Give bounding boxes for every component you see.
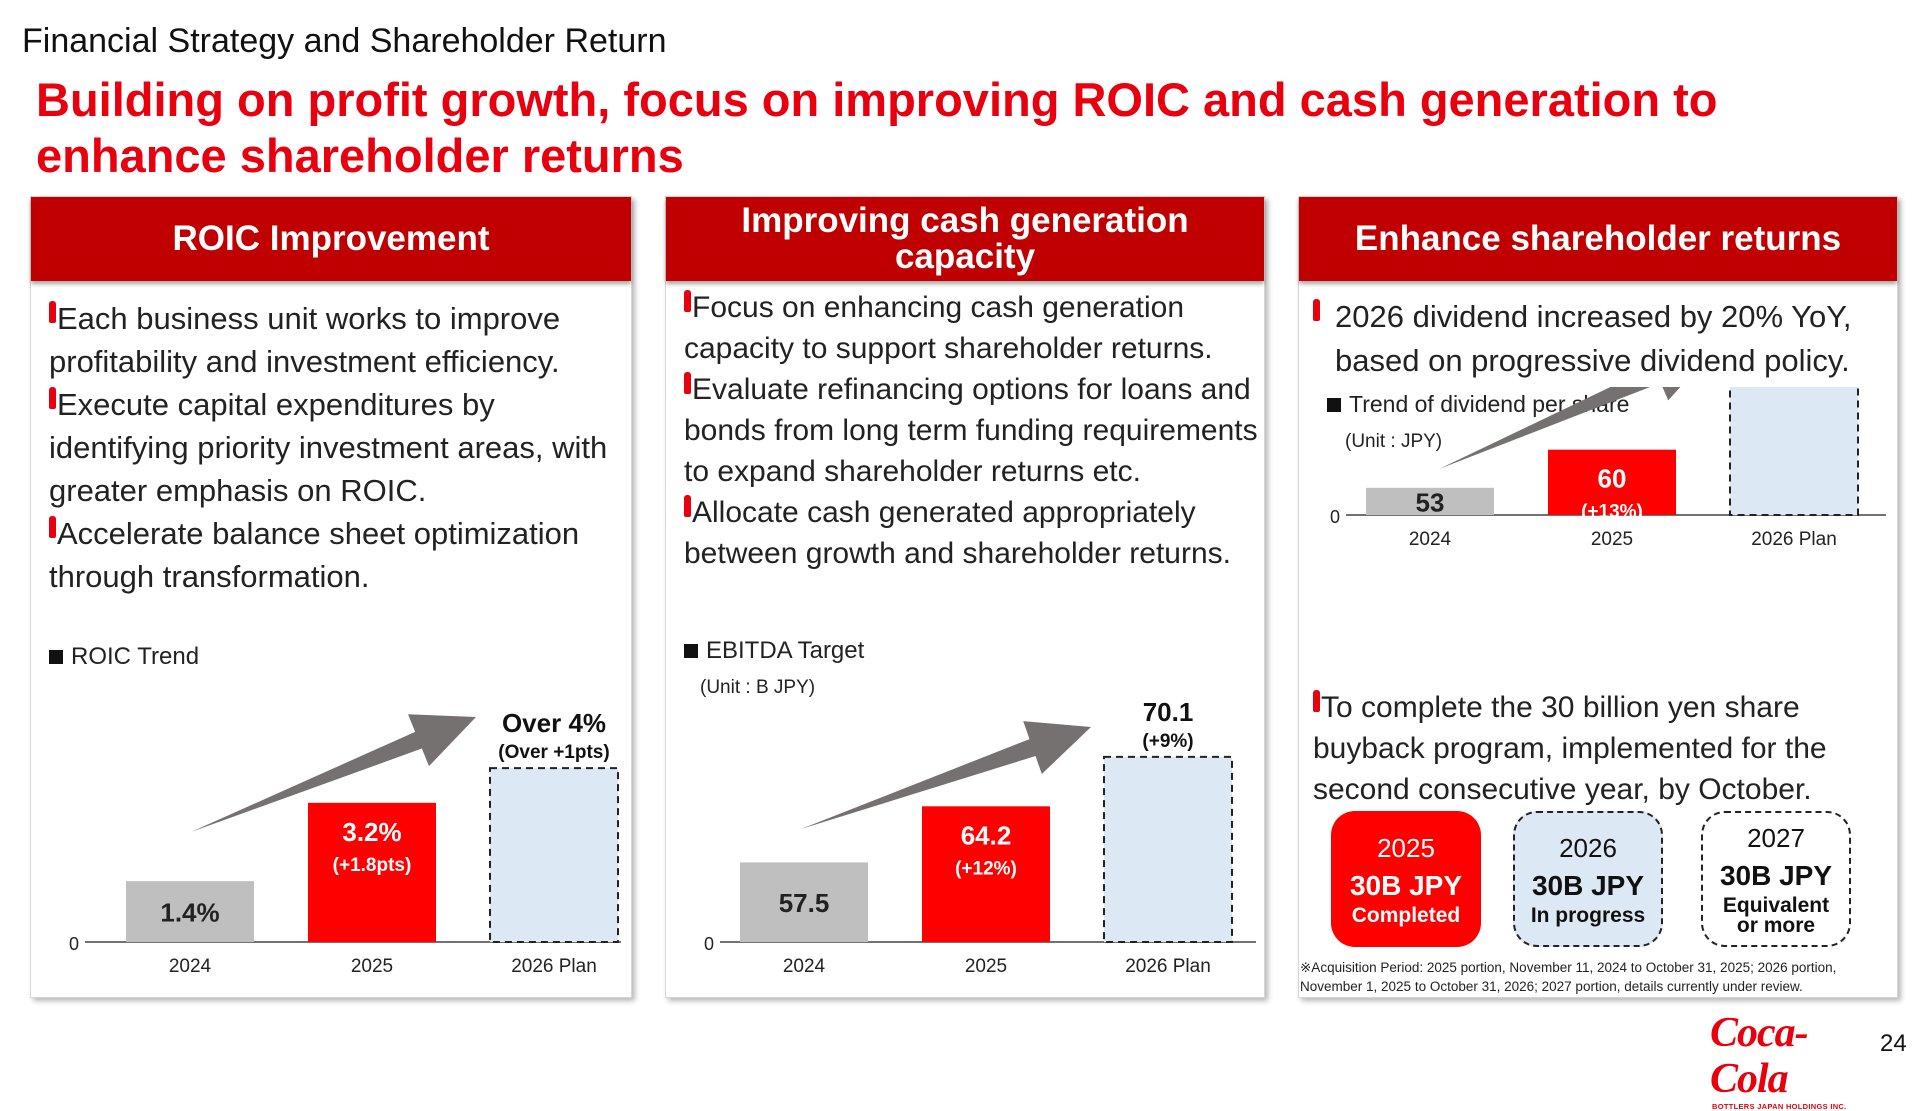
buyback-year: 2025 — [1377, 832, 1435, 863]
buyback-status: Equivalent or more — [1722, 893, 1830, 937]
ebitda-unit: (Unit : B JPY) — [700, 677, 816, 698]
cash-bullet-list: Focus on enhancing cash generation capac… — [684, 287, 1269, 574]
acquisition-note: ※Acquisition Period: 2025 portion, Novem… — [1300, 960, 1837, 994]
buyback-year: 2027 — [1747, 822, 1805, 853]
bullet-text: Allocate cash generated appropriately be… — [684, 496, 1232, 570]
category-tick-label: 2025 — [1591, 529, 1633, 550]
roic-bullet-list: Each business unit works to improve prof… — [49, 297, 629, 598]
category-tick-label: 2024 — [169, 956, 212, 977]
dividend-bullet: 2026 dividend increased by 20% YoY, base… — [1313, 295, 1893, 383]
roic-panel: ROIC Improvement Each business unit work… — [30, 196, 632, 998]
roic-chart: 0 2024 1.4% 2025 3.2% (+1.8pts) 2026 Plan Over … — [69, 708, 621, 977]
buyback-year: 2026 — [1559, 832, 1617, 863]
bar — [489, 767, 619, 943]
buyback-amount: 30B JPY — [1349, 869, 1463, 901]
bar — [922, 806, 1050, 942]
category-tick-label: 2026 Plan — [1125, 956, 1211, 977]
buyback-2025-card: 2025 30B JPY Completed — [1331, 811, 1481, 947]
ebitda-chart-legend: EBITDA Target — [684, 637, 864, 665]
page-headline: Building on profit growth, focus on impr… — [36, 73, 1718, 182]
data-label: 53 — [1416, 487, 1445, 517]
data-label: 60 — [1598, 464, 1627, 494]
data-sublabel: (+1.8pts) — [333, 855, 412, 876]
coca-cola-logo: Coca-Cola BOTTLERS JAPAN HOLDINGS INC. — [1710, 1010, 1860, 1111]
bar — [308, 802, 436, 942]
bullet-text: Accelerate balance sheet optimization th… — [49, 516, 580, 594]
bullet-text: To complete the 30 billion yen share buy… — [1313, 691, 1827, 806]
bullet-text: Evaluate refinancing options for loans a… — [684, 373, 1258, 488]
bottle-icon — [684, 495, 691, 517]
data-sublabel: (+9%) — [1142, 731, 1193, 752]
buyback-2027-card: 2027 30B JPY Equivalent or more — [1701, 811, 1851, 947]
legend-label: EBITDA Target — [706, 637, 865, 664]
roic-panel-title: ROIC Improvement — [31, 197, 631, 281]
buyback-status: In progress — [1530, 903, 1646, 927]
category-tick-label: 2025 — [965, 956, 1007, 977]
data-label: 57.5 — [779, 888, 830, 918]
bullet-text: Each business unit works to improve prof… — [49, 301, 561, 379]
logo-subtext: BOTTLERS JAPAN HOLDINGS INC. — [1712, 1102, 1847, 1111]
bullet-item: Execute capital expenditures by identify… — [49, 383, 629, 512]
shareholder-panel: Enhance shareholder returns 2026 dividen… — [1298, 196, 1898, 998]
bar — [126, 881, 254, 942]
section-title: Financial Strategy and Shareholder Retur… — [22, 22, 667, 60]
category-tick-label: 2026 Plan — [511, 956, 597, 977]
bottle-icon — [49, 387, 56, 409]
data-label: 70.1 — [1143, 697, 1194, 727]
cash-panel: Improving cash generation capacity Focus… — [665, 196, 1265, 998]
data-sublabel: (+13%) — [1581, 502, 1643, 523]
legend-square-icon — [49, 650, 63, 664]
bottle-icon — [1313, 690, 1320, 712]
data-label: Over 4% — [502, 708, 606, 738]
buyback-2026-card: 2026 30B JPY In progress — [1513, 811, 1663, 947]
zero-tick-label: 0 — [1330, 507, 1340, 527]
bottle-icon — [49, 301, 56, 323]
category-tick-label: 2026 Plan — [1751, 529, 1837, 550]
category-tick-label: 2024 — [783, 956, 826, 977]
bottle-icon — [49, 516, 56, 538]
bullet-item: Each business unit works to improve prof… — [49, 297, 629, 383]
category-tick-label: 2024 — [1409, 529, 1452, 550]
buyback-bullet: To complete the 30 billion yen share buy… — [1313, 687, 1898, 810]
bar — [740, 862, 868, 942]
bullet-item: Allocate cash generated appropriately be… — [684, 492, 1269, 574]
page-number: 24 — [1880, 1030, 1907, 1057]
zero-tick-label: 0 — [69, 934, 79, 954]
growth-arrow — [801, 721, 1091, 829]
ebitda-chart: 0 2024 57.5 2025 64.2 (+12%) 2026 Plan 70.1 (+9%… — [704, 697, 1256, 977]
data-label: 3.2% — [342, 817, 401, 847]
data-sublabel: (Over +1pts) — [498, 742, 609, 763]
dividend-unit: (Unit : JPY) — [1345, 431, 1443, 452]
category-tick-label: 2025 — [351, 956, 393, 977]
buyback-amount: 30B JPY — [1531, 869, 1645, 901]
bullet-item: Evaluate refinancing options for loans a… — [684, 369, 1269, 492]
data-label: 1.4% — [160, 898, 219, 928]
cash-panel-title: Improving cash generation capacity — [666, 197, 1264, 281]
logo-wordmark: Coca-Cola — [1710, 1010, 1809, 1102]
shareholder-panel-title: Enhance shareholder returns — [1299, 197, 1897, 281]
bullet-text: 2026 dividend increased by 20% YoY, base… — [1335, 299, 1852, 378]
buyback-status: Completed — [1351, 903, 1461, 927]
bullet-item: Accelerate balance sheet optimization th… — [49, 512, 629, 598]
growth-arrow — [191, 714, 476, 832]
bar — [1103, 755, 1233, 943]
legend-label: ROIC Trend — [71, 643, 200, 670]
data-sublabel: (+12%) — [955, 858, 1017, 879]
bar — [1548, 449, 1676, 515]
buyback-amount: 30B JPY — [1719, 859, 1833, 891]
bullet-text: Focus on enhancing cash generation capac… — [684, 291, 1213, 365]
bottle-icon — [684, 290, 691, 312]
bottle-icon — [1313, 299, 1320, 321]
legend-square-icon — [684, 644, 698, 658]
data-label: 64.2 — [961, 820, 1012, 850]
bar — [1729, 387, 1859, 516]
bullet-text: Execute capital expenditures by identify… — [49, 387, 608, 508]
roic-chart-legend: ROIC Trend — [49, 643, 199, 671]
bullet-item: Focus on enhancing cash generation capac… — [684, 287, 1269, 369]
bottle-icon — [684, 372, 691, 394]
bar — [1366, 487, 1494, 515]
zero-tick-label: 0 — [704, 934, 714, 954]
legend-square-icon — [1327, 397, 1341, 412]
